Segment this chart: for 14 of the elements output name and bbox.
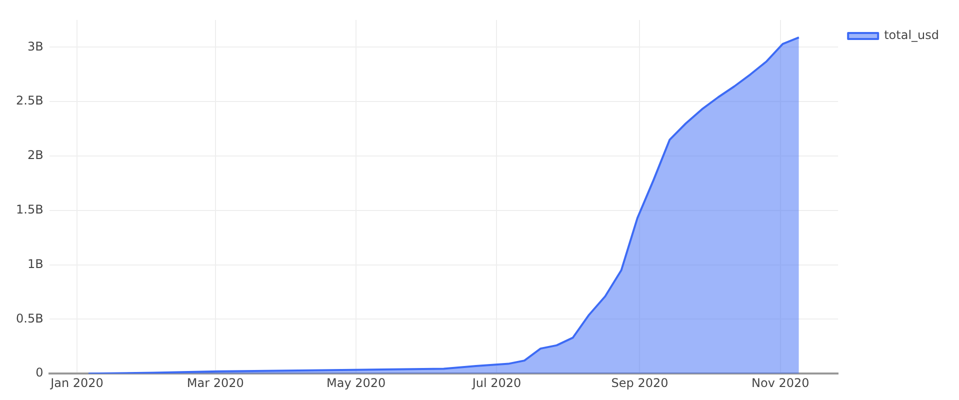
- y-tick-label: 3B: [27, 39, 44, 54]
- y-tick-label: 0: [36, 366, 44, 380]
- y-tick-label: 2.5B: [16, 94, 44, 108]
- x-tick-label: Jan 2020: [50, 376, 104, 390]
- x-tick-label: Sep 2020: [611, 376, 668, 390]
- y-tick-label: 2B: [27, 148, 44, 162]
- y-tick-label: 1B: [27, 256, 44, 271]
- x-tick-label: Mar 2020: [186, 376, 244, 390]
- x-tick-label: May 2020: [326, 376, 386, 390]
- y-tick-label: 1.5B: [16, 202, 44, 217]
- y-tick-label: 0.5B: [16, 311, 44, 326]
- x-tick-label: Jul 2020: [471, 376, 522, 390]
- x-tick-label: Nov 2020: [752, 376, 810, 390]
- legend-label: total_usd: [884, 28, 940, 42]
